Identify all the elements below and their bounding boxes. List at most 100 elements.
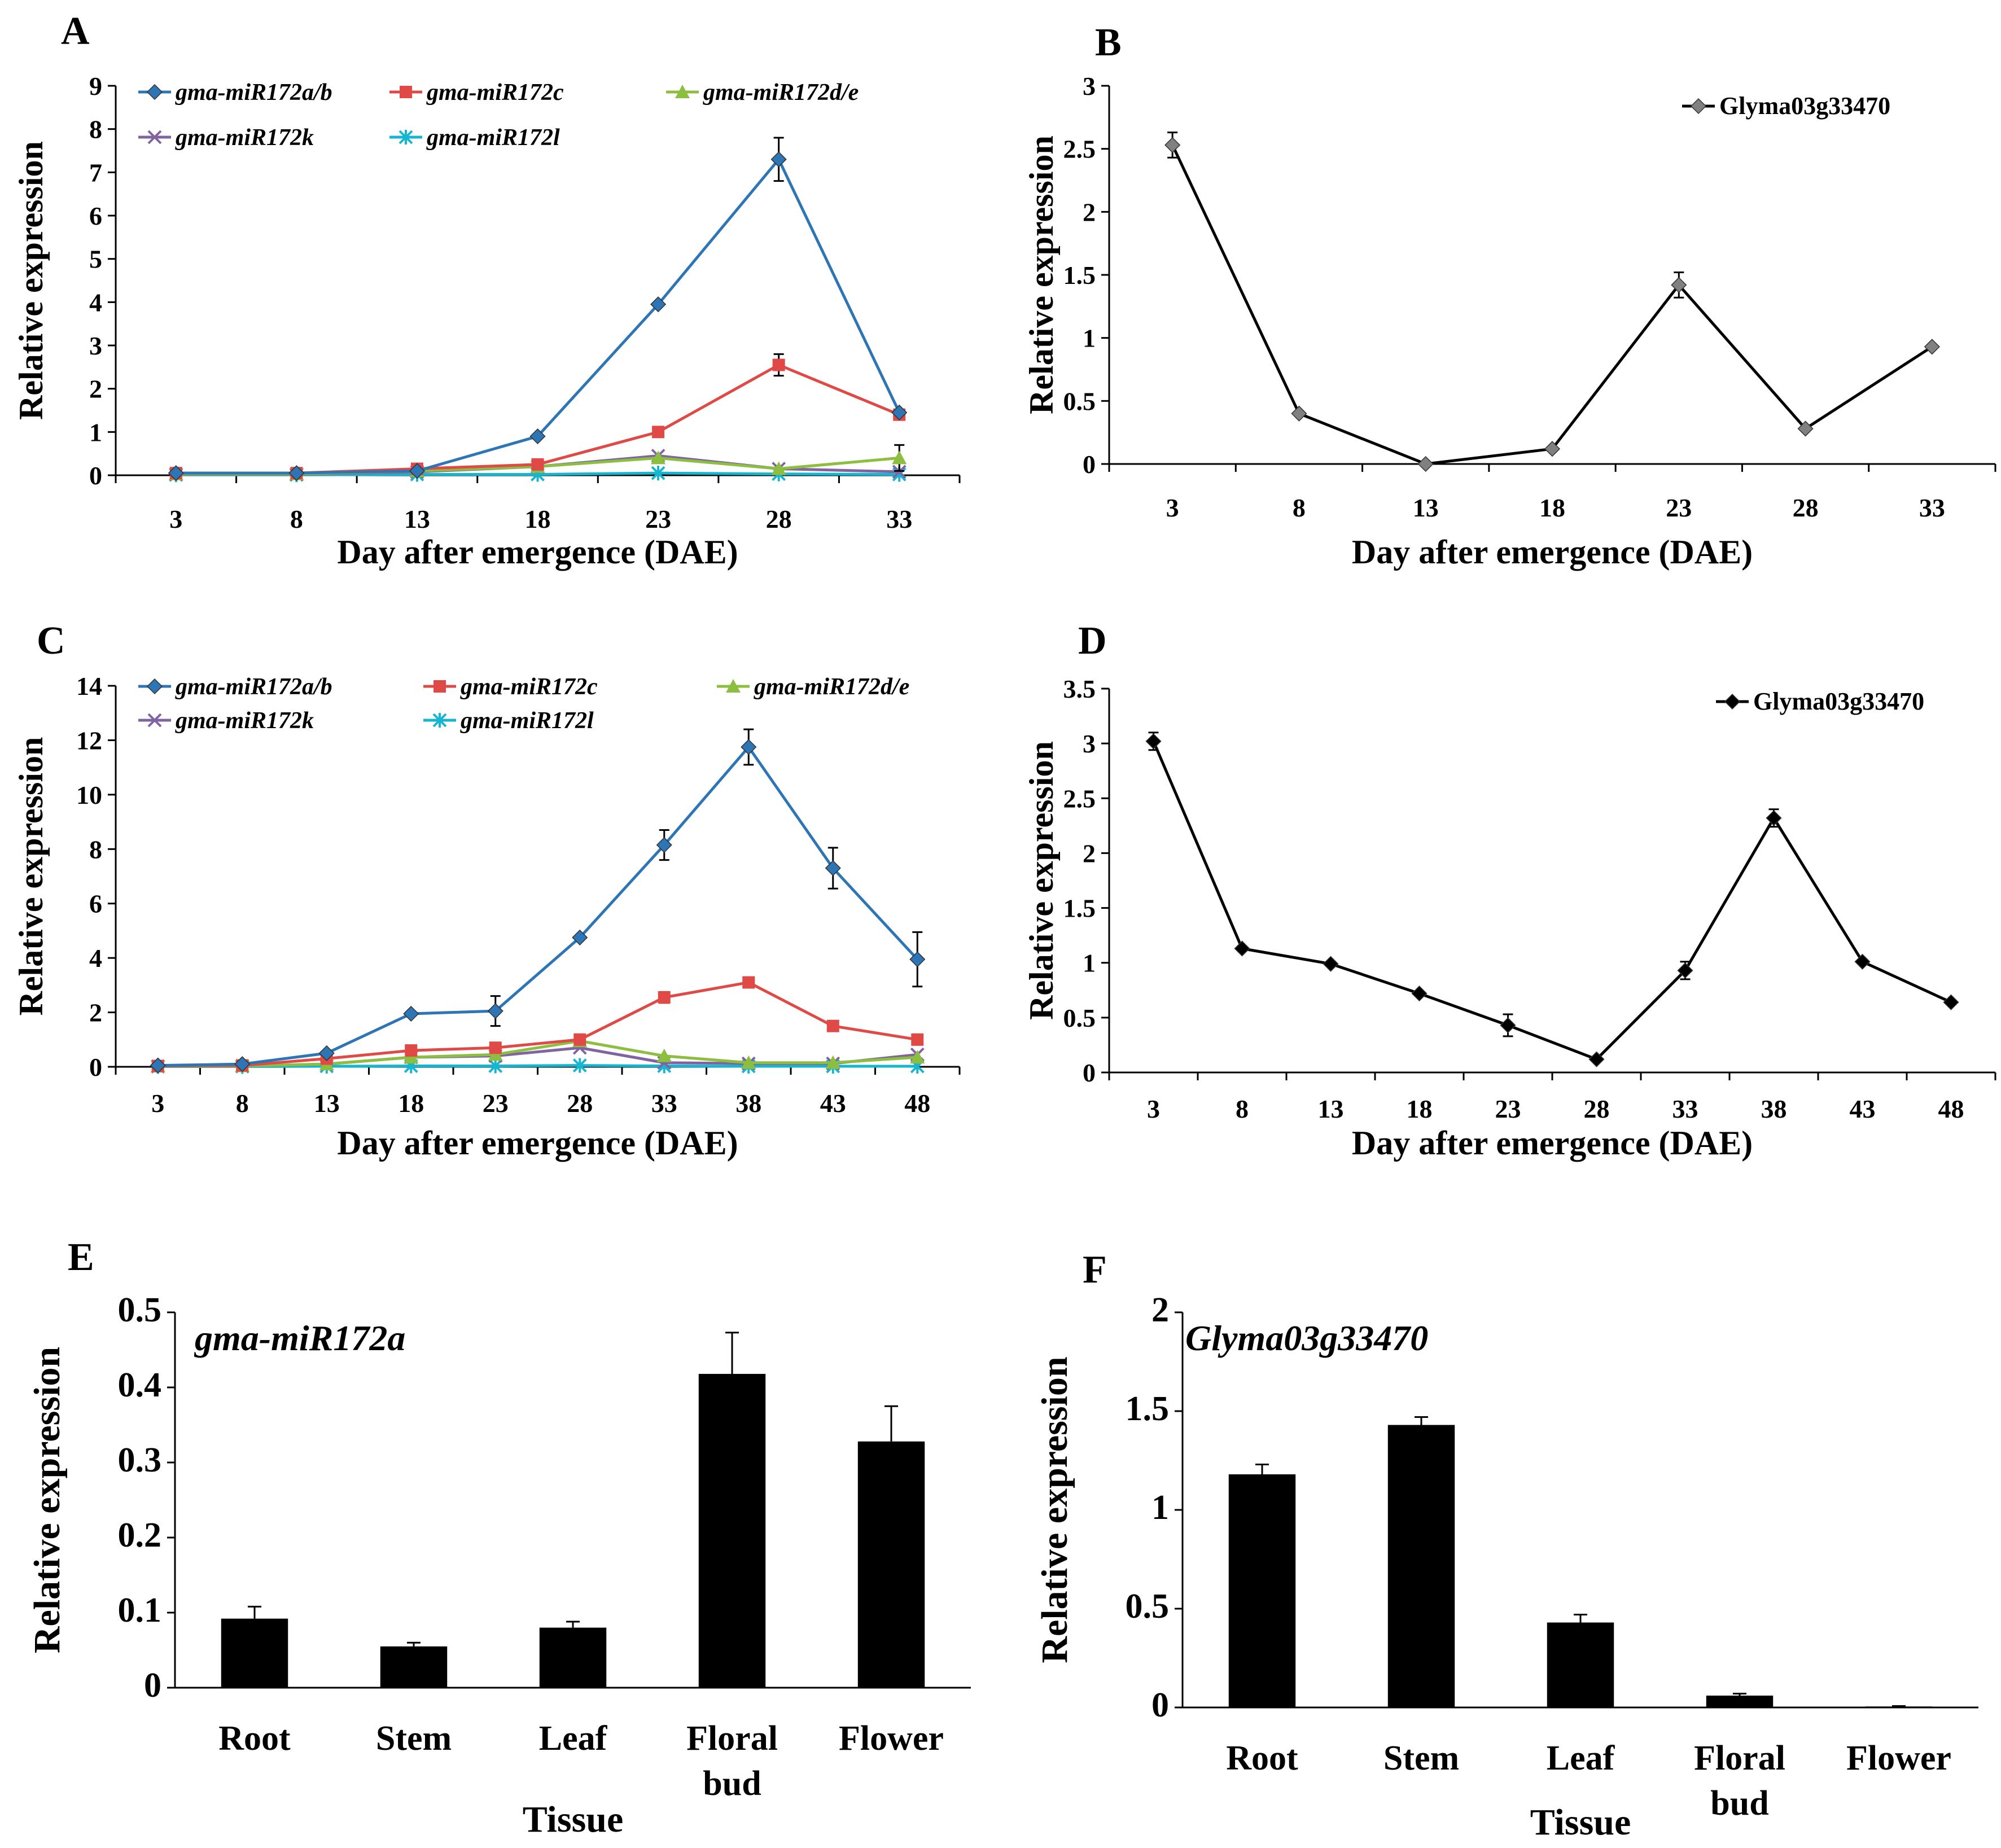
- x-tick-label: Floral bud: [1694, 1739, 1785, 1823]
- legend-entry: gma-miR172l: [389, 125, 560, 151]
- y-tick-label: 0: [1151, 1686, 1169, 1724]
- x-tick-label: Root: [218, 1719, 291, 1758]
- x-tick-label: 13: [314, 1089, 340, 1118]
- data-point: [651, 450, 666, 465]
- y-tick-label: 10: [76, 781, 102, 809]
- x-tick-label: 23: [645, 505, 671, 533]
- data-point: [741, 1055, 756, 1069]
- series-line: [176, 363, 900, 475]
- x-tick-label: 3: [1147, 1094, 1160, 1123]
- legend-marker: [147, 130, 162, 144]
- y-tick-label: 0.5: [1063, 387, 1096, 415]
- data-point: [651, 466, 665, 481]
- x-tick-label: 23: [1495, 1094, 1521, 1123]
- y-tick-label: 0: [1083, 450, 1096, 479]
- chart-panel-E: 0 0.1 0.2 0.3 0.4 0.5 Relative expression Tissu…: [27, 1236, 971, 1840]
- series-gma-miR172c: [151, 976, 924, 1072]
- x-tick-label: 8: [1293, 493, 1306, 522]
- error-bar: [407, 1641, 421, 1646]
- x-tick-label-line: bud: [703, 1764, 761, 1803]
- error-bar: [248, 1605, 261, 1619]
- y-tick-label: 0.5: [118, 1291, 162, 1329]
- y-tick-label: 3: [89, 331, 102, 360]
- y-tick-label: 12: [76, 726, 102, 755]
- y-tick-label: 0.2: [118, 1516, 162, 1554]
- x-tick-label: 8: [290, 505, 303, 533]
- legend-label: Glyma03g33470: [1719, 92, 1890, 120]
- error-bar: [1415, 1416, 1428, 1425]
- series-line: [1171, 144, 1933, 466]
- data-point: [288, 465, 305, 481]
- data-point: [741, 739, 757, 755]
- legend-label: gma-miR172d/e: [703, 80, 859, 106]
- panel-label: E: [68, 1236, 94, 1279]
- y-tick-label: 9: [89, 72, 102, 100]
- y-tick-label: 1: [89, 418, 102, 446]
- data-point: [404, 1050, 419, 1064]
- data-point: [891, 404, 908, 421]
- x-tick-label: 3: [151, 1089, 164, 1118]
- y-tick-label: 2: [89, 375, 102, 404]
- error-bar: [566, 1621, 580, 1628]
- x-tick-label-line: bud: [1710, 1784, 1768, 1823]
- x-tick-label: 23: [1666, 493, 1692, 522]
- bar: [1865, 1706, 1933, 1707]
- data-point: [405, 1044, 418, 1057]
- y-tick-label: 8: [89, 115, 102, 144]
- x-axis-title: Day after emergence (DAE): [1352, 533, 1753, 571]
- legend-label: gma-miR172l: [426, 125, 560, 151]
- panel-label: C: [37, 619, 65, 663]
- bar: [380, 1646, 448, 1688]
- series-line: [176, 156, 901, 475]
- data-point: [572, 1058, 587, 1073]
- y-tick-label: 1: [1151, 1488, 1169, 1527]
- data-point: [656, 837, 672, 853]
- data-point: [1588, 1051, 1605, 1067]
- x-tick-label: 28: [1584, 1094, 1610, 1123]
- legend-entry: Glyma03g33470: [1716, 687, 1924, 715]
- y-tick-label: 2: [1083, 839, 1096, 868]
- gene-label: gma-miR172a: [194, 1318, 405, 1358]
- x-tick-label: 38: [735, 1089, 761, 1118]
- y-tick-label: 8: [89, 835, 102, 864]
- data-point: [771, 461, 786, 475]
- panel-label: B: [1095, 21, 1122, 64]
- x-tick-label-line: Floral: [1694, 1739, 1785, 1777]
- panel-label: F: [1083, 1248, 1107, 1291]
- data-point: [1323, 956, 1339, 972]
- x-tick-label: 48: [904, 1089, 930, 1118]
- x-axis-title: Tissue: [1530, 1802, 1631, 1843]
- x-tick-label: 18: [1407, 1094, 1433, 1123]
- panel-label: A: [61, 10, 90, 53]
- x-tick-label: 43: [1850, 1094, 1876, 1123]
- y-tick-label: 0.1: [118, 1591, 162, 1630]
- x-tick-label: Leaf: [539, 1719, 608, 1758]
- x-tick-label: Floral bud: [686, 1719, 778, 1803]
- x-tick-label: Stem: [376, 1719, 452, 1758]
- data-point: [572, 929, 588, 946]
- legend-entry: Glyma03g33470: [1682, 92, 1890, 120]
- x-tick-label: Leaf: [1547, 1739, 1615, 1777]
- x-tick-label-line: Floral: [686, 1719, 778, 1758]
- y-tick-label: 7: [89, 158, 102, 187]
- data-point: [1766, 810, 1782, 826]
- bar: [1706, 1696, 1774, 1707]
- y-tick-label: 0.4: [118, 1366, 162, 1404]
- y-tick-label: 4: [89, 288, 102, 317]
- y-tick-label: 2: [1151, 1291, 1169, 1329]
- x-tick-label: 28: [766, 505, 792, 533]
- y-tick-label: 0.5: [1126, 1587, 1170, 1626]
- x-tick-label: 33: [1672, 1094, 1698, 1123]
- data-point: [656, 1048, 672, 1062]
- data-point: [652, 426, 665, 439]
- data-point: [150, 1057, 166, 1074]
- data-point: [1924, 339, 1940, 355]
- data-point: [1291, 405, 1307, 422]
- data-point: [1854, 953, 1871, 970]
- x-tick-label: 23: [483, 1089, 509, 1118]
- error-bar: [1733, 1693, 1746, 1696]
- series-gma-miR172a/b: [168, 137, 908, 481]
- x-tick-label: 8: [1236, 1094, 1249, 1123]
- x-tick-label: 13: [404, 505, 430, 533]
- legend-marker: [147, 713, 162, 728]
